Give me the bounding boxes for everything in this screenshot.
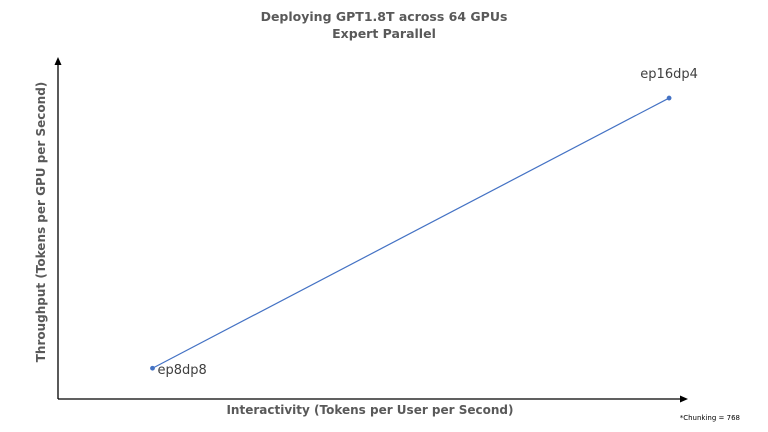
chart-title: Deploying GPT1.8T across 64 GPUs [260, 9, 508, 24]
chart-subtitle: Expert Parallel [332, 26, 436, 41]
chart-title-block: Deploying GPT1.8T across 64 GPUs Expert … [0, 8, 768, 42]
chunking-footnote: *Chunking = 768 [679, 414, 740, 422]
data-label-ep16dp4: ep16dp4 [640, 67, 698, 82]
y-axis-label: Throughput (Tokens per GPU per Second) [34, 81, 48, 363]
series-line [152, 97, 670, 369]
data-label-ep8dp8: ep8dp8 [158, 363, 207, 378]
plot-area: ep8dp8 ep16dp4 [150, 67, 698, 378]
y-axis-arrow-icon [54, 57, 62, 65]
data-point-ep16dp4 [666, 95, 672, 101]
data-point-ep8dp8 [150, 365, 155, 371]
x-axis-label: Interactivity (Tokens per User per Secon… [226, 403, 514, 417]
x-axis-arrow-icon [680, 395, 688, 403]
